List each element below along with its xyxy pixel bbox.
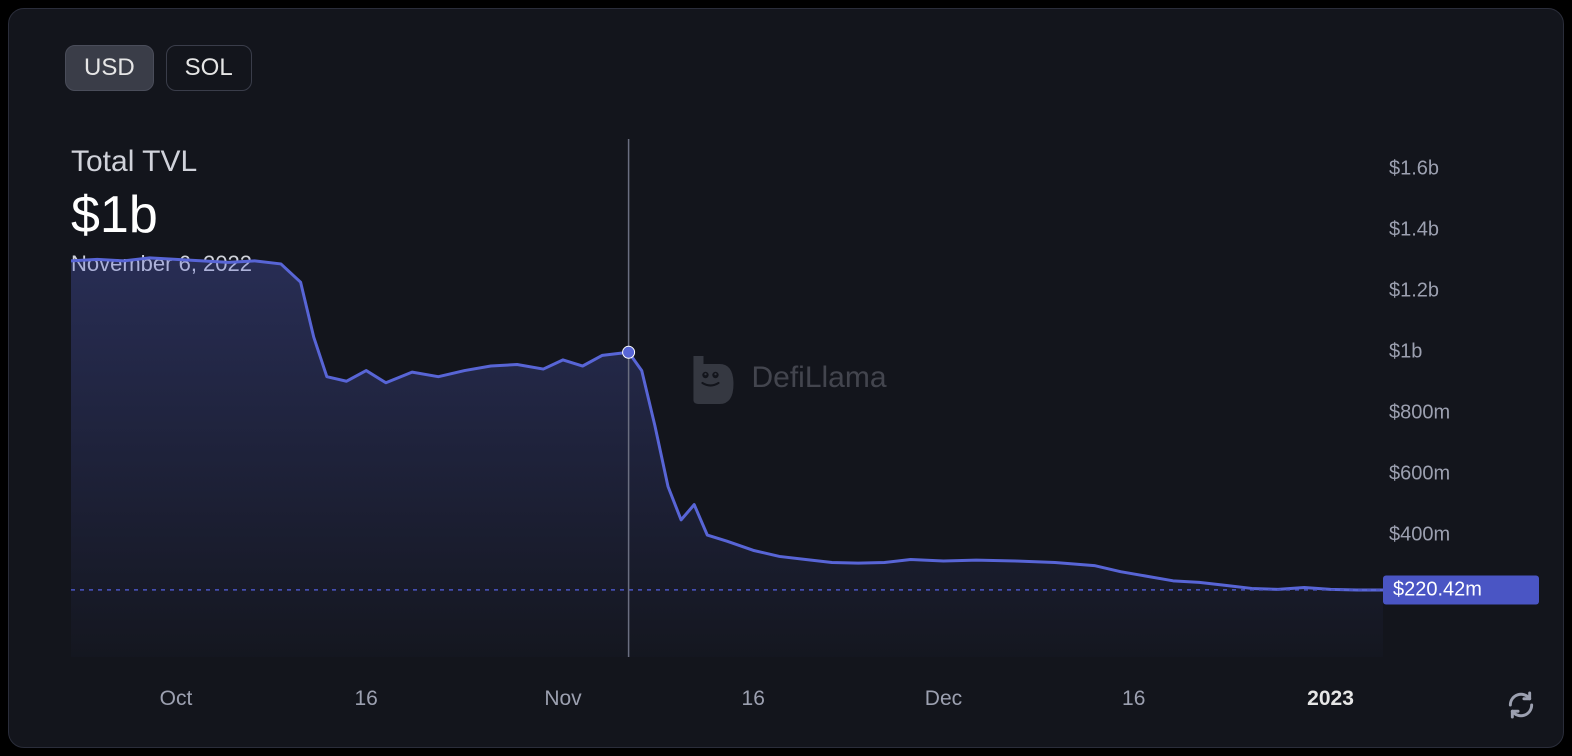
x-axis-tick: 16 — [355, 687, 378, 711]
y-axis-tick: $400m — [1389, 524, 1539, 547]
chart-panel: USD SOL Total TVL $1b November 6, 2022 D… — [8, 8, 1564, 748]
chart-area-fill — [71, 258, 1383, 657]
currency-toggle-group: USD SOL — [65, 45, 252, 91]
y-axis-tick: $1b — [1389, 341, 1539, 364]
x-axis: Oct 16 Nov 16 Dec 16 2023 — [71, 687, 1383, 715]
refresh-icon[interactable] — [1505, 689, 1537, 721]
y-axis-tick: $600m — [1389, 463, 1539, 486]
x-axis-tick: Oct — [160, 687, 193, 711]
y-axis: $1.6b$1.4b$1.2b$1b$800m$600m$400m$220.42… — [1389, 139, 1539, 687]
sol-toggle-button[interactable]: SOL — [166, 45, 252, 91]
chart-plot-area[interactable] — [71, 139, 1383, 687]
y-axis-tick: $1.6b — [1389, 158, 1539, 181]
crosshair-marker — [623, 346, 635, 358]
y-axis-current-value-badge: $220.42m — [1383, 575, 1539, 604]
usd-toggle-button[interactable]: USD — [65, 45, 154, 91]
y-axis-tick: $1.4b — [1389, 219, 1539, 242]
x-axis-tick: 2023 — [1307, 687, 1354, 711]
x-axis-tick: Nov — [544, 687, 581, 711]
x-axis-tick: 16 — [1122, 687, 1145, 711]
y-axis-tick: $800m — [1389, 402, 1539, 425]
y-axis-tick: $1.2b — [1389, 280, 1539, 303]
x-axis-tick: Dec — [925, 687, 962, 711]
x-axis-tick: 16 — [742, 687, 765, 711]
